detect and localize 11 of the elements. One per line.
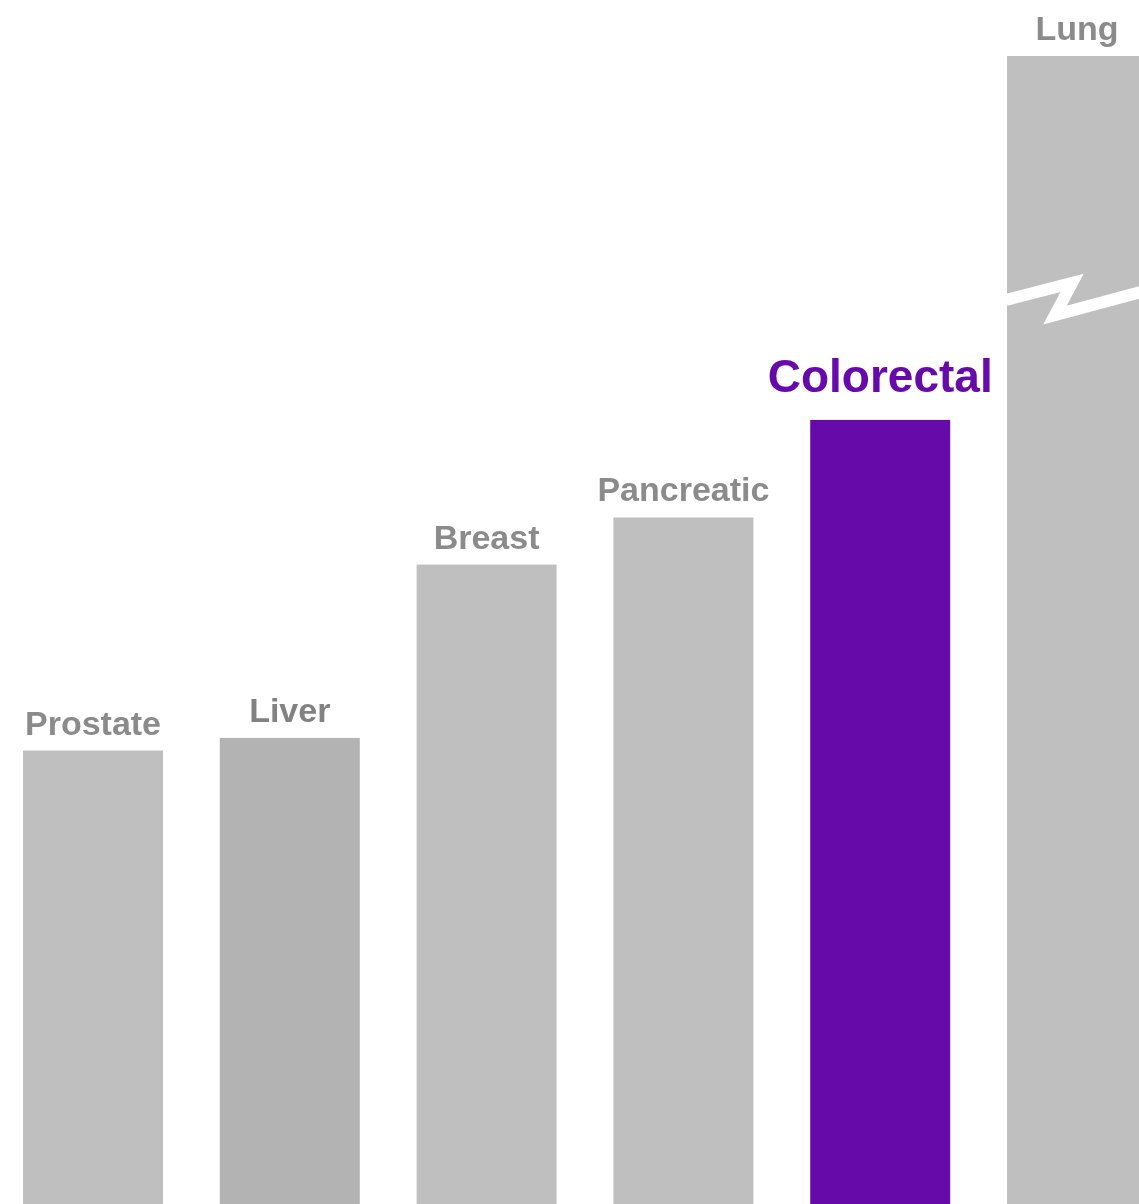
bar <box>810 419 951 1204</box>
bar <box>23 750 163 1204</box>
x-tick-label: Prostate <box>24 703 162 742</box>
x-tick-label: Pancreatic <box>597 470 770 509</box>
x-tick-label: Lung <box>1035 9 1119 47</box>
bar <box>416 564 557 1204</box>
x-tick-label: Colorectal <box>767 349 993 402</box>
x-tick-label: Liver <box>249 690 331 729</box>
bar <box>613 517 754 1204</box>
x-tick-label: Breast <box>433 517 540 556</box>
bar <box>219 737 360 1204</box>
